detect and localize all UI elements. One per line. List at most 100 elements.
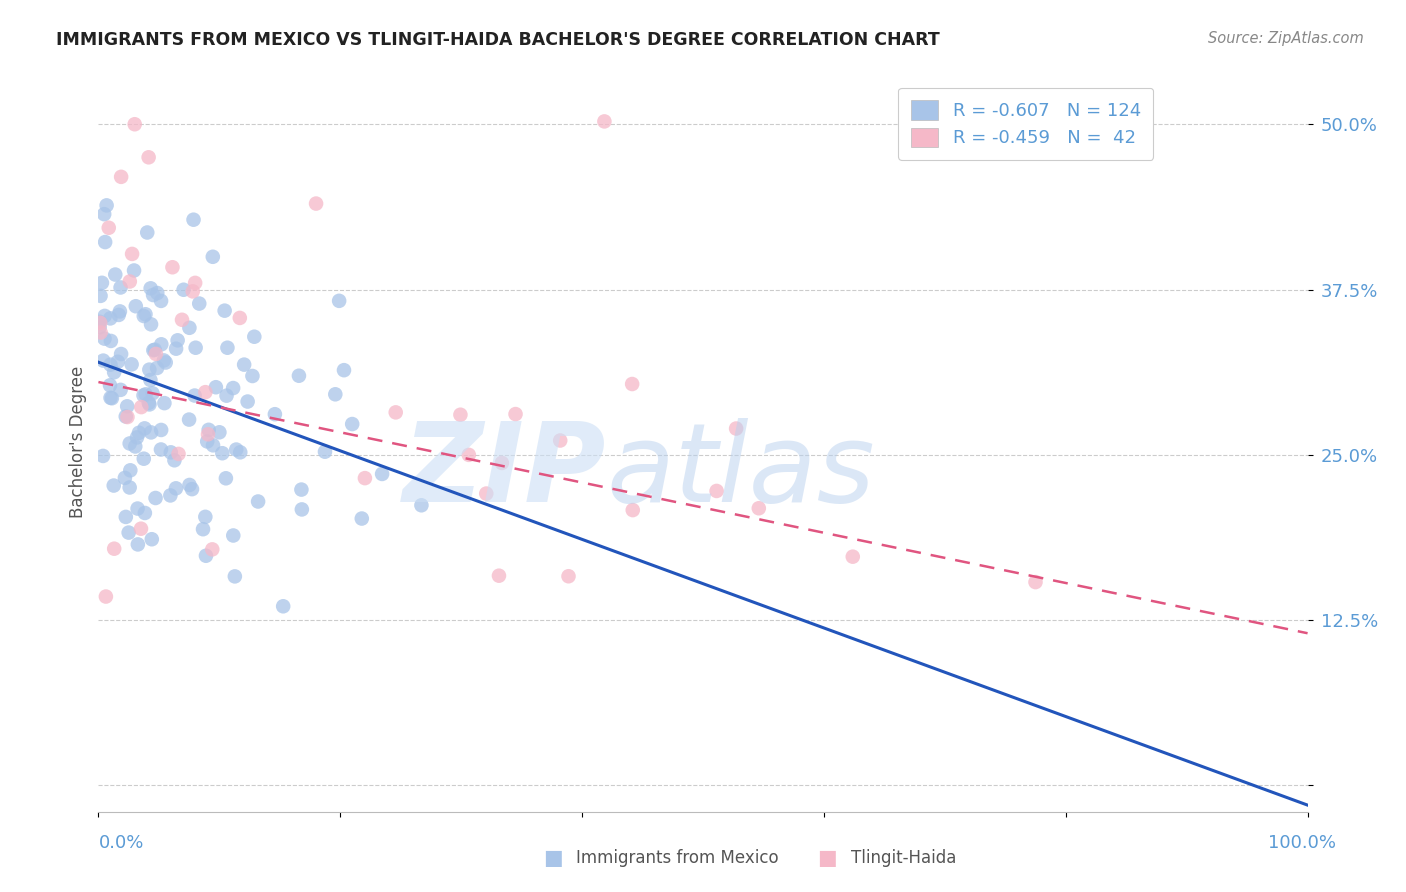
Point [134,421,156,435]
Point [243,329,266,343]
Point [333,363,356,377]
Point [129,522,152,536]
Point [457,448,479,462]
Point [132,309,155,323]
Point [194,549,217,563]
Point [97,220,120,235]
Point [350,511,373,525]
Point [621,377,644,392]
Point [110,383,132,397]
Point [145,347,167,361]
Point [128,425,150,440]
Text: Source: ZipAtlas.com: Source: ZipAtlas.com [1208,31,1364,46]
Point [94,309,117,323]
Point [181,482,204,496]
Point [183,388,205,402]
Point [145,491,167,505]
Text: atlas: atlas [606,417,875,524]
Point [208,425,231,440]
Point [197,427,219,442]
Point [177,412,200,426]
Point [150,293,173,308]
Point [155,355,177,369]
Legend: R = -0.607   N = 124, R = -0.459   N =  42: R = -0.607 N = 124, R = -0.459 N = 42 [898,87,1153,160]
Point [132,388,155,402]
Point [143,343,166,357]
Point [706,483,728,498]
Point [449,408,471,422]
Point [118,436,141,450]
Point [118,481,141,495]
Point [217,341,239,355]
Text: IMMIGRANTS FROM MEXICO VS TLINGIT-HAIDA BACHELOR'S DEGREE CORRELATION CHART: IMMIGRANTS FROM MEXICO VS TLINGIT-HAIDA … [56,31,941,49]
Point [138,396,160,410]
Point [115,399,138,413]
Point [108,304,131,318]
Point [141,386,163,401]
Point [146,286,169,301]
Point [132,451,155,466]
Point [748,501,770,516]
Point [323,387,346,401]
Point [101,391,124,405]
Point [166,334,188,348]
Point [103,478,125,492]
Point [201,250,224,264]
Point [90,276,112,290]
Point [98,311,121,326]
Point [110,347,132,361]
Point [163,453,186,467]
Point [89,320,111,334]
Point [488,568,510,582]
Point [194,509,217,524]
Point [242,369,264,384]
Point [90,326,112,340]
Point [139,281,162,295]
Point [100,358,122,372]
Point [139,318,162,332]
Point [197,423,219,437]
Point [215,471,238,485]
Point [122,263,145,277]
Point [153,396,176,410]
Point [557,569,579,583]
Point [153,353,176,368]
Point [290,483,312,497]
Point [138,397,160,411]
Point [162,260,184,275]
Text: ZIP: ZIP [402,417,606,524]
Point [340,417,363,431]
Point [93,207,115,221]
Point [725,421,748,435]
Point [146,361,169,376]
Point [93,332,115,346]
Text: 100.0%: 100.0% [1268,834,1336,852]
Point [127,537,149,551]
Point [118,275,141,289]
Text: 0.0%: 0.0% [98,834,143,852]
Point [191,522,214,536]
Point [98,378,121,392]
Point [150,337,173,351]
Point [593,114,616,128]
Point [114,471,136,485]
Point [491,456,513,470]
Point [142,288,165,302]
Point [89,315,111,329]
Point [354,471,377,485]
Point [184,276,207,290]
Point [167,447,190,461]
Point [179,320,201,334]
Point [138,362,160,376]
Point [328,293,350,308]
Point [124,117,146,131]
Point [183,212,205,227]
Point [141,533,163,547]
Point [165,342,187,356]
Point [264,407,287,421]
Point [118,525,141,540]
Point [224,569,246,583]
Point [205,380,228,394]
Point [91,449,114,463]
Point [202,438,225,452]
